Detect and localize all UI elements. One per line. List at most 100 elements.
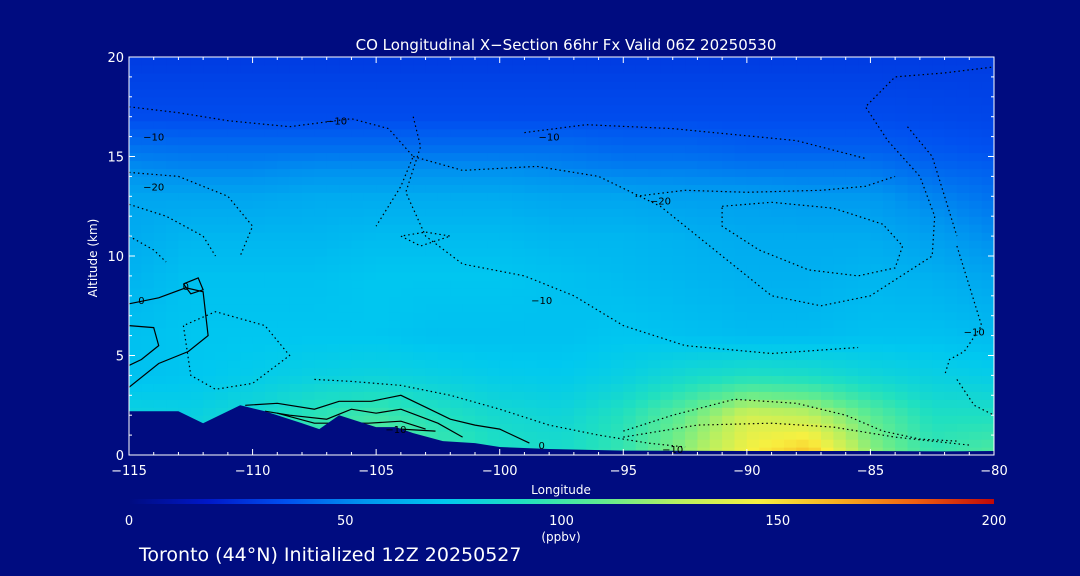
heatmap-cell — [919, 263, 933, 273]
heatmap-cell — [425, 248, 439, 257]
heatmap-cell — [376, 136, 390, 146]
heatmap-cell — [956, 72, 970, 82]
heatmap-cell — [524, 112, 538, 122]
heatmap-cell — [623, 72, 637, 82]
heatmap-cell — [240, 248, 254, 257]
heatmap-cell — [363, 367, 377, 376]
heatmap-cell — [190, 263, 204, 273]
heatmap-cell — [870, 407, 884, 416]
heatmap-cell — [709, 287, 723, 297]
heatmap-cell — [450, 359, 464, 369]
heatmap-cell — [821, 104, 834, 114]
heatmap-cell — [858, 88, 872, 98]
heatmap-cell — [227, 399, 241, 408]
heatmap-cell — [487, 271, 501, 281]
contour-line-dotted — [623, 422, 970, 446]
heatmap-cell — [709, 327, 723, 337]
heatmap-cell — [932, 248, 946, 257]
heatmap-cell — [610, 319, 624, 329]
heatmap-cell — [969, 303, 983, 313]
heatmap-cell — [660, 423, 674, 432]
heatmap-cell — [363, 359, 377, 369]
heatmap-cell — [944, 311, 958, 321]
heatmap-cell — [524, 80, 538, 90]
heatmap-cell — [759, 439, 773, 448]
heatmap-cell — [623, 391, 637, 400]
heatmap-cell — [363, 96, 377, 106]
heatmap-cell — [882, 128, 896, 138]
heatmap-cell — [944, 144, 958, 154]
heatmap-cell — [981, 96, 994, 106]
heatmap-cell — [586, 168, 600, 177]
heatmap-cell — [635, 120, 649, 130]
heatmap-cell — [462, 96, 476, 106]
heatmap-cell — [833, 263, 847, 273]
heatmap-cell — [746, 72, 760, 82]
heatmap-cell — [586, 415, 600, 424]
heatmap-cell — [783, 64, 797, 74]
heatmap-cell — [672, 423, 686, 432]
heatmap-cell — [363, 375, 377, 384]
heatmap-cell — [870, 303, 884, 313]
heatmap-cell — [858, 335, 872, 345]
heatmap-cell — [339, 319, 353, 329]
heatmap-cell — [598, 295, 612, 305]
heatmap-cell — [153, 343, 167, 353]
heatmap-cell — [462, 311, 476, 321]
heatmap-cell — [932, 279, 946, 289]
heatmap-cell — [796, 343, 810, 353]
heatmap-cell — [203, 57, 217, 66]
heatmap-cell — [932, 80, 946, 90]
heatmap-cell — [462, 160, 476, 170]
heatmap-cell — [771, 335, 785, 345]
heatmap-cell — [722, 104, 736, 114]
heatmap-cell — [660, 351, 674, 361]
heatmap-cell — [623, 271, 637, 281]
heatmap-cell — [388, 192, 402, 201]
heatmap-cell — [129, 391, 142, 400]
heatmap-cell — [759, 319, 773, 329]
heatmap-cell — [475, 415, 488, 424]
heatmap-cell — [561, 335, 575, 345]
heatmap-cell — [561, 279, 575, 289]
heatmap-cell — [351, 263, 365, 273]
heatmap-cell — [759, 136, 773, 146]
heatmap-cell — [932, 311, 946, 321]
heatmap-cell — [499, 152, 513, 162]
heatmap-cell — [289, 248, 303, 257]
heatmap-cell — [561, 263, 575, 273]
heatmap-cell — [289, 391, 303, 400]
heatmap-cell — [166, 343, 180, 353]
heatmap-cell — [437, 335, 451, 345]
heatmap-cell — [339, 287, 353, 297]
heatmap-cell — [425, 57, 439, 66]
heatmap-cell — [956, 343, 970, 353]
heatmap-cell — [252, 104, 266, 114]
heatmap-cell — [499, 168, 513, 177]
heatmap-cell — [363, 240, 377, 249]
heatmap-cell — [882, 439, 896, 448]
heatmap-cell — [190, 343, 204, 353]
heatmap-cell — [919, 184, 933, 193]
heatmap-cell — [425, 96, 439, 106]
heatmap-cell — [598, 359, 612, 369]
heatmap-cell — [610, 152, 624, 162]
heatmap-cell — [870, 176, 884, 185]
heatmap-cell — [709, 248, 723, 257]
heatmap-cell — [635, 160, 649, 170]
heatmap-cell — [536, 176, 550, 185]
heatmap-cell — [969, 311, 983, 321]
heatmap-cell — [376, 200, 390, 209]
heatmap-cell — [796, 176, 810, 185]
heatmap-cell — [437, 96, 451, 106]
heatmap-cell — [919, 160, 933, 170]
heatmap-cell — [882, 112, 896, 122]
heatmap-cell — [536, 439, 550, 448]
heatmap-cell — [425, 224, 439, 233]
heatmap-cell — [141, 144, 155, 154]
heatmap-cell — [512, 128, 526, 138]
heatmap-cell — [524, 439, 538, 448]
heatmap-cell — [771, 423, 785, 432]
heatmap-cell — [302, 240, 315, 249]
heatmap-cell — [363, 295, 377, 305]
